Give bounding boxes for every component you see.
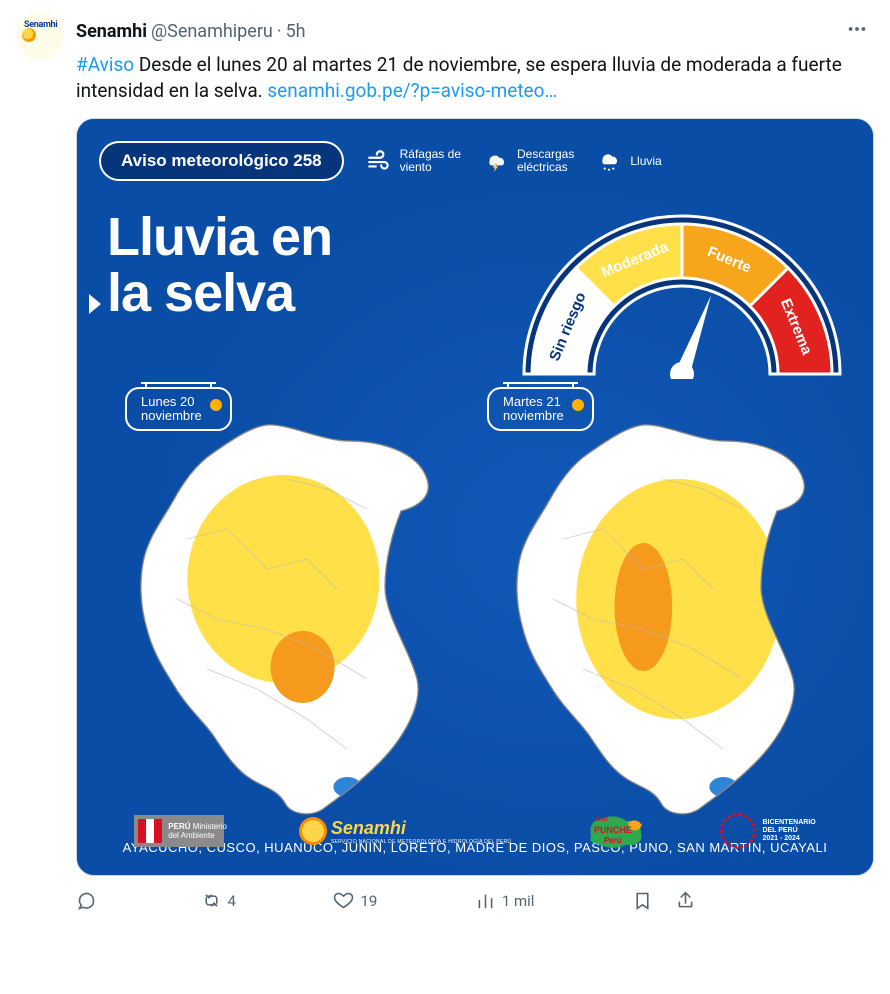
action-bar: 4 19 1 mil (76, 890, 696, 911)
bookmark-icon (632, 890, 653, 911)
ministerio-logo: PERÚ Ministerio del Ambiente (134, 815, 224, 847)
hazard-rain-label: Lluvia (630, 155, 661, 168)
punche-main: PUNCHE (594, 825, 632, 835)
reply-icon (76, 890, 97, 911)
timestamp[interactable]: 5h (286, 21, 306, 42)
title-line2: la selva (107, 265, 332, 321)
media-card[interactable]: Aviso meteorológico 258 Ráfagas de vient… (76, 118, 874, 876)
title-marker-icon (89, 294, 101, 314)
reply-button[interactable] (76, 890, 103, 911)
hazard-rain: Lluvia (596, 148, 661, 174)
retweet-icon (201, 890, 222, 911)
tweet-text: #Aviso Desde el lunes 20 al martes 21 de… (76, 52, 874, 104)
avatar-logo-text: Senamhi (24, 20, 57, 30)
views-icon (475, 890, 496, 911)
share-button[interactable] (675, 890, 696, 911)
views-button[interactable]: 1 mil (475, 890, 535, 911)
name-row: Senamhi @Senamhiperu · 5h (76, 21, 306, 42)
display-name[interactable]: Senamhi (76, 21, 147, 42)
separator-dot: · (277, 21, 282, 42)
punche-bottom: Perú (604, 836, 622, 845)
hazard-wind: Ráfagas de viento (366, 148, 461, 174)
advisory-pill: Aviso meteorológico 258 (99, 141, 344, 181)
title-line1: Lluvia en (107, 209, 332, 265)
bicentenario-logo: BICENTENARIO DEL PERÚ 2021 - 2024 (720, 813, 815, 849)
more-menu-button[interactable] (840, 12, 874, 50)
infographic-top-row: Aviso meteorológico 258 Ráfagas de vient… (99, 141, 851, 181)
bicent-l2: DEL PERÚ (762, 827, 815, 835)
infographic-title: Lluvia en la selva (107, 209, 332, 321)
map-tuesday (493, 419, 813, 819)
bicent-l3: 2021 - 2024 (762, 835, 815, 843)
date1-line1: Lunes 20 (141, 395, 202, 409)
handle[interactable]: @Senamhiperu (151, 21, 273, 42)
storm-icon (483, 148, 509, 174)
tweet: Senamhi Senamhi @Senamhiperu · 5h #Aviso… (0, 0, 890, 923)
date2-dot-icon (572, 399, 584, 411)
share-icon (675, 890, 696, 911)
hazard-wind-label: Ráfagas de viento (400, 148, 461, 174)
senamhi-logo-sub: SERVICIO NACIONAL DE METEOROLOGÍA E HIDR… (331, 839, 512, 845)
map-monday (117, 419, 437, 819)
date2-line1: Martes 21 (503, 395, 564, 409)
views-count: 1 mil (502, 892, 535, 910)
sun-icon (299, 817, 327, 845)
heart-icon (333, 890, 354, 911)
senamhi-logo: Senamhi SERVICIO NACIONAL DE METEOROLOGÍ… (299, 817, 512, 845)
logo-row: PERÚ Ministerio del Ambiente Senamhi SER… (97, 801, 853, 861)
tweet-main: Senamhi @Senamhiperu · 5h #Aviso Desde e… (76, 12, 874, 911)
like-count: 19 (360, 892, 377, 910)
like-button[interactable]: 19 (333, 890, 377, 911)
hazard-storm-label: Descargas eléctricas (517, 148, 574, 174)
wind-icon (366, 148, 392, 174)
tweet-link[interactable]: senamhi.gob.pe/?p=aviso-meteo… (267, 79, 557, 102)
tweet-header: Senamhi @Senamhiperu · 5h (76, 12, 874, 50)
punche-top: Con (596, 817, 608, 823)
hazard-storm: Descargas eléctricas (483, 148, 574, 174)
retweet-count: 4 (228, 892, 236, 910)
retweet-button[interactable]: 4 (201, 890, 236, 911)
infographic: Aviso meteorológico 258 Ráfagas de vient… (77, 119, 873, 875)
spiral-icon (720, 813, 756, 849)
rain-icon (596, 148, 622, 174)
bookmark-button[interactable] (632, 890, 653, 911)
ellipsis-icon (846, 18, 868, 40)
risk-gauge: Sin riesgoModeradaFuerteExtrema (517, 199, 847, 379)
bicent-l1: BICENTENARIO (762, 819, 815, 827)
ministerio-peru: PERÚ (168, 822, 190, 831)
hashtag[interactable]: #Aviso (76, 53, 134, 76)
avatar[interactable]: Senamhi (16, 12, 64, 60)
punche-logo: Con PUNCHE Perú (586, 811, 646, 851)
senamhi-logo-text: Senamhi (331, 818, 512, 839)
date1-dot-icon (210, 399, 222, 411)
